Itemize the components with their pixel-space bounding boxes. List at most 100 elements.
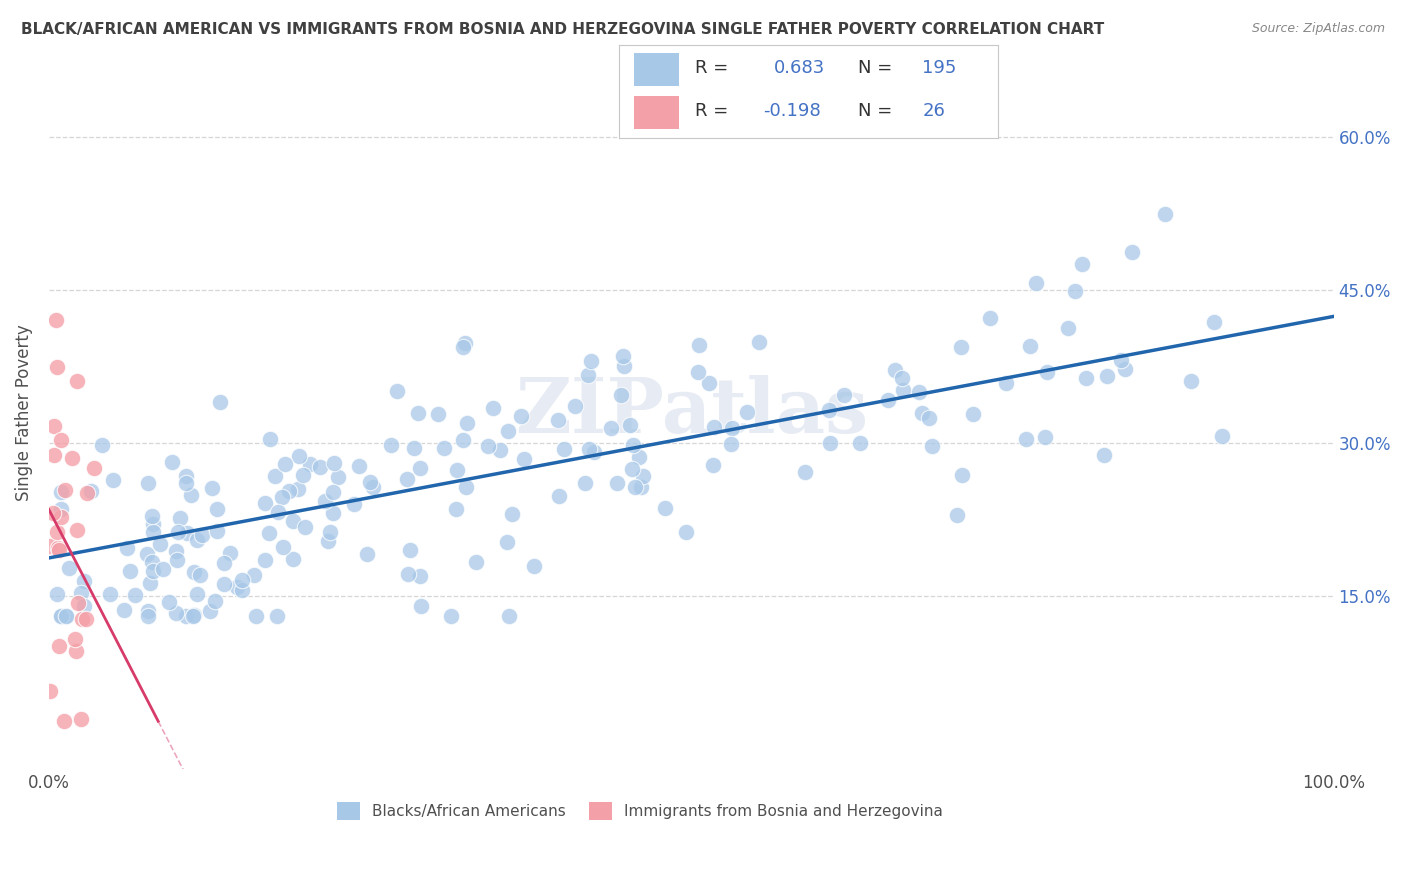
Point xyxy=(44,419,66,434)
Point xyxy=(115,541,138,555)
Point xyxy=(188,568,211,582)
Point xyxy=(231,573,253,587)
Point xyxy=(174,469,197,483)
Point xyxy=(1097,368,1119,383)
Point xyxy=(142,517,165,532)
Point xyxy=(190,528,212,542)
Point xyxy=(917,411,939,425)
Point xyxy=(1211,429,1233,443)
Point xyxy=(579,354,602,368)
Point xyxy=(502,507,524,521)
Point xyxy=(343,497,366,511)
Point xyxy=(1114,361,1136,376)
Point xyxy=(359,475,381,490)
Point xyxy=(921,439,943,453)
Text: -0.198: -0.198 xyxy=(763,102,821,120)
Point xyxy=(46,360,69,375)
Point xyxy=(498,609,520,624)
Point xyxy=(136,604,159,618)
Point xyxy=(1180,374,1202,388)
Point xyxy=(675,524,697,539)
Point xyxy=(271,490,294,504)
Point xyxy=(606,475,628,490)
Point xyxy=(347,459,370,474)
Point xyxy=(481,401,503,415)
Point xyxy=(818,435,841,450)
Point xyxy=(91,438,114,452)
Point xyxy=(186,587,208,601)
Point xyxy=(231,582,253,597)
Point xyxy=(112,603,135,617)
Point xyxy=(621,438,644,452)
Point xyxy=(564,399,586,413)
Point xyxy=(135,547,157,561)
Point xyxy=(1121,245,1143,260)
Text: 195: 195 xyxy=(922,60,956,78)
Point xyxy=(404,442,426,456)
Point xyxy=(456,416,478,430)
Point xyxy=(45,313,67,327)
Point xyxy=(433,441,456,455)
Legend: Blacks/African Americans, Immigrants from Bosnia and Herzegovina: Blacks/African Americans, Immigrants fro… xyxy=(330,796,949,826)
Point xyxy=(55,609,77,624)
Point xyxy=(75,611,97,625)
Point xyxy=(46,525,69,540)
Point xyxy=(52,714,75,728)
Point xyxy=(142,564,165,578)
Point xyxy=(979,311,1001,326)
Text: Source: ZipAtlas.com: Source: ZipAtlas.com xyxy=(1251,22,1385,36)
Point xyxy=(142,524,165,539)
Point xyxy=(281,552,304,566)
Point xyxy=(697,376,720,390)
Point xyxy=(205,524,228,538)
Point xyxy=(83,461,105,475)
Point xyxy=(621,462,644,476)
Point xyxy=(274,457,297,471)
Point xyxy=(65,632,87,647)
Point xyxy=(66,596,89,610)
Point xyxy=(630,480,652,494)
Point xyxy=(73,599,96,614)
Point xyxy=(319,525,342,540)
Point xyxy=(735,404,758,418)
Point xyxy=(181,609,204,624)
Point xyxy=(259,526,281,541)
Text: BLACK/AFRICAN AMERICAN VS IMMIGRANTS FROM BOSNIA AND HERZEGOVINA SINGLE FATHER P: BLACK/AFRICAN AMERICAN VS IMMIGRANTS FRO… xyxy=(21,22,1104,37)
Point xyxy=(523,558,546,573)
Point xyxy=(322,506,344,520)
Point xyxy=(962,407,984,421)
Point xyxy=(253,496,276,510)
Point xyxy=(66,374,89,388)
Point xyxy=(578,442,600,457)
Point xyxy=(298,457,321,471)
Point xyxy=(547,413,569,427)
Y-axis label: Single Father Poverty: Single Father Poverty xyxy=(15,324,32,500)
Point xyxy=(890,371,912,385)
Point xyxy=(356,547,378,561)
Point xyxy=(49,609,72,624)
Point xyxy=(910,405,932,419)
Point xyxy=(720,437,742,451)
Point xyxy=(498,425,520,439)
Point xyxy=(169,511,191,525)
Point xyxy=(48,640,70,654)
Point xyxy=(65,643,87,657)
Point xyxy=(818,403,841,417)
Point xyxy=(702,458,724,473)
Point xyxy=(454,480,477,494)
Point xyxy=(451,340,474,354)
Point xyxy=(166,553,188,567)
Point xyxy=(245,609,267,624)
Point xyxy=(212,576,235,591)
Point xyxy=(654,500,676,515)
Point xyxy=(893,383,915,397)
Point xyxy=(200,605,222,619)
Point xyxy=(165,544,187,558)
Point xyxy=(66,523,89,537)
Point xyxy=(513,452,536,467)
Point xyxy=(281,514,304,528)
Point xyxy=(446,463,468,477)
Point xyxy=(205,502,228,516)
Point xyxy=(406,406,429,420)
Point xyxy=(832,388,855,402)
